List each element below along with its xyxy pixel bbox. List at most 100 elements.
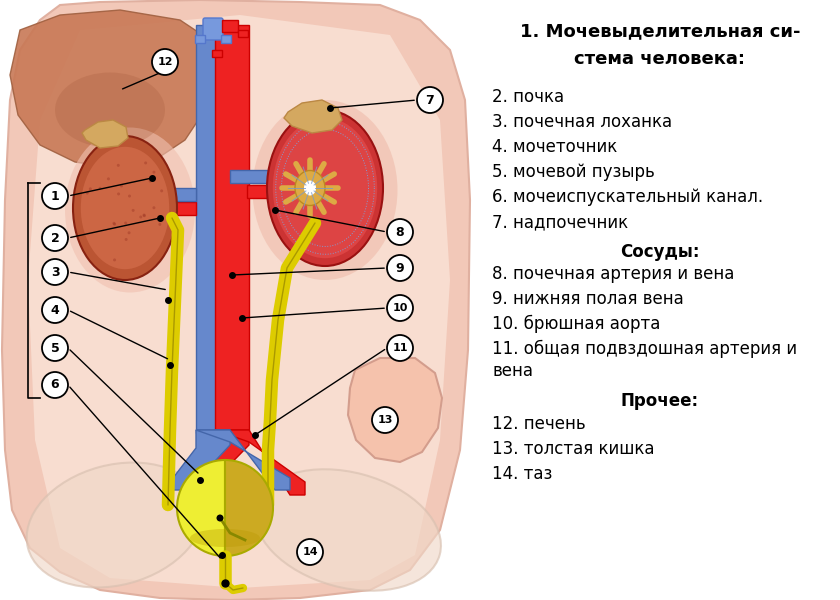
Circle shape bbox=[42, 297, 68, 323]
Text: 10: 10 bbox=[392, 303, 407, 313]
Circle shape bbox=[42, 183, 68, 209]
Text: Сосуды:: Сосуды: bbox=[620, 243, 700, 261]
Text: 12: 12 bbox=[157, 57, 173, 67]
Circle shape bbox=[107, 178, 110, 181]
Circle shape bbox=[113, 223, 116, 226]
Circle shape bbox=[98, 187, 102, 190]
Ellipse shape bbox=[81, 147, 169, 269]
Circle shape bbox=[387, 295, 413, 321]
Polygon shape bbox=[284, 100, 342, 133]
Circle shape bbox=[128, 194, 131, 197]
Circle shape bbox=[143, 214, 145, 217]
Text: 8. почечная артерия и вена: 8. почечная артерия и вена bbox=[492, 265, 734, 283]
Circle shape bbox=[387, 335, 413, 361]
Polygon shape bbox=[28, 15, 450, 588]
Circle shape bbox=[117, 193, 120, 196]
Ellipse shape bbox=[27, 463, 203, 587]
Text: 13: 13 bbox=[377, 415, 392, 425]
Polygon shape bbox=[168, 188, 196, 201]
Polygon shape bbox=[10, 10, 215, 168]
Bar bbox=[238, 30, 248, 37]
Text: стема человека:: стема человека: bbox=[575, 50, 746, 68]
Ellipse shape bbox=[253, 100, 397, 280]
Circle shape bbox=[387, 219, 413, 245]
Text: 5: 5 bbox=[50, 341, 60, 355]
Bar bbox=[196, 25, 230, 433]
Circle shape bbox=[113, 259, 116, 262]
Wedge shape bbox=[177, 460, 225, 556]
Wedge shape bbox=[225, 460, 273, 556]
Ellipse shape bbox=[255, 469, 441, 591]
Text: 14: 14 bbox=[302, 547, 318, 557]
Circle shape bbox=[152, 206, 155, 209]
Circle shape bbox=[124, 221, 127, 224]
Circle shape bbox=[128, 231, 130, 234]
Text: 6: 6 bbox=[50, 379, 60, 391]
Text: 13. толстая кишка: 13. толстая кишка bbox=[492, 440, 654, 458]
Text: 9: 9 bbox=[396, 262, 404, 275]
Circle shape bbox=[217, 514, 223, 521]
Ellipse shape bbox=[190, 529, 260, 547]
Text: 12. печень: 12. печень bbox=[492, 415, 585, 433]
Polygon shape bbox=[215, 430, 305, 495]
Circle shape bbox=[372, 407, 398, 433]
Text: 3. почечная лоханка: 3. почечная лоханка bbox=[492, 113, 672, 131]
Circle shape bbox=[42, 259, 68, 285]
Circle shape bbox=[149, 179, 152, 182]
Polygon shape bbox=[185, 430, 249, 495]
Ellipse shape bbox=[304, 181, 316, 196]
Bar bbox=[222, 20, 238, 32]
Polygon shape bbox=[2, 0, 470, 600]
Circle shape bbox=[160, 190, 163, 193]
Text: 7. надпочечник: 7. надпочечник bbox=[492, 213, 628, 231]
Text: 10. брюшная аорта: 10. брюшная аорта bbox=[492, 315, 660, 333]
Circle shape bbox=[124, 238, 128, 241]
Text: 11: 11 bbox=[392, 343, 407, 353]
Circle shape bbox=[143, 214, 146, 217]
Bar bbox=[195, 35, 205, 43]
Circle shape bbox=[42, 225, 68, 251]
Text: Прочее:: Прочее: bbox=[621, 392, 699, 410]
Ellipse shape bbox=[65, 127, 195, 292]
Bar bbox=[215, 25, 249, 433]
Text: 8: 8 bbox=[396, 226, 404, 238]
Polygon shape bbox=[82, 120, 128, 148]
Text: 2: 2 bbox=[50, 232, 60, 245]
Ellipse shape bbox=[55, 73, 165, 148]
Circle shape bbox=[117, 164, 120, 167]
Circle shape bbox=[113, 222, 115, 225]
Polygon shape bbox=[168, 202, 196, 215]
Text: вена: вена bbox=[492, 362, 533, 380]
Circle shape bbox=[159, 223, 161, 226]
Circle shape bbox=[42, 372, 68, 398]
Circle shape bbox=[297, 539, 323, 565]
Bar bbox=[212, 50, 222, 57]
Circle shape bbox=[387, 255, 413, 281]
Circle shape bbox=[86, 191, 89, 194]
Text: 7: 7 bbox=[426, 94, 434, 107]
Circle shape bbox=[139, 215, 142, 218]
Circle shape bbox=[152, 49, 178, 75]
Text: 3: 3 bbox=[50, 265, 60, 278]
Circle shape bbox=[144, 161, 147, 164]
Text: 2. почка: 2. почка bbox=[492, 88, 564, 106]
Text: 11. общая подвздошная артерия и: 11. общая подвздошная артерия и bbox=[492, 340, 797, 358]
Polygon shape bbox=[173, 430, 230, 490]
Circle shape bbox=[120, 184, 123, 187]
Text: 9. нижняя полая вена: 9. нижняя полая вена bbox=[492, 290, 684, 308]
Bar bbox=[221, 35, 231, 43]
Text: 5. мочевой пузырь: 5. мочевой пузырь bbox=[492, 163, 654, 181]
Text: 1: 1 bbox=[50, 190, 60, 202]
Polygon shape bbox=[196, 430, 290, 490]
FancyBboxPatch shape bbox=[203, 18, 223, 40]
Text: 4: 4 bbox=[50, 304, 60, 317]
Ellipse shape bbox=[295, 170, 325, 205]
Ellipse shape bbox=[73, 136, 177, 280]
Circle shape bbox=[132, 209, 134, 212]
Circle shape bbox=[152, 170, 155, 173]
Ellipse shape bbox=[273, 118, 377, 258]
Text: 4. мочеточник: 4. мочеточник bbox=[492, 138, 617, 156]
Polygon shape bbox=[348, 358, 442, 462]
Polygon shape bbox=[230, 170, 268, 183]
Circle shape bbox=[42, 335, 68, 361]
